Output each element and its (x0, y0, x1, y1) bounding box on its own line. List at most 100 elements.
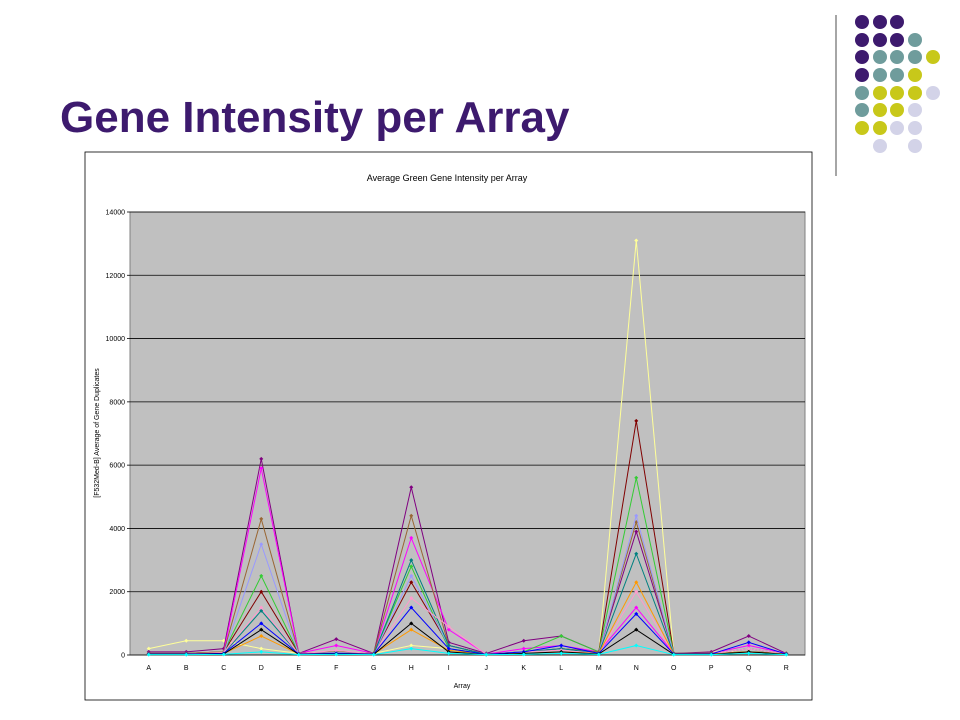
x-tick-label: E (296, 665, 301, 672)
point-marker (634, 238, 639, 243)
chart-title: Average Green Gene Intensity per Array (367, 173, 528, 183)
point-marker (521, 652, 526, 657)
point-marker (746, 646, 751, 651)
point-marker (409, 627, 414, 632)
point-marker (146, 652, 151, 657)
point-marker (634, 643, 639, 648)
point-marker (334, 652, 339, 657)
x-tick-label: A (146, 665, 151, 672)
point-marker (371, 652, 376, 657)
point-marker (259, 542, 264, 547)
point-marker (259, 466, 264, 471)
point-marker (409, 621, 414, 626)
point-marker (634, 605, 639, 610)
point-marker (259, 605, 264, 610)
point-marker (409, 646, 414, 651)
x-tick-label: K (521, 665, 526, 672)
x-tick-label: I (448, 665, 450, 672)
point-marker (746, 643, 751, 648)
point-marker (259, 649, 264, 654)
point-marker (446, 651, 451, 656)
plot: 0 2000 4000 6000 8000 10000 12000 14000 A B C D E F G H… (106, 210, 805, 672)
point-marker (259, 608, 264, 613)
point-marker (334, 637, 339, 642)
point-marker (634, 611, 639, 616)
point-marker (746, 651, 751, 656)
x-tick-label: N (634, 665, 639, 672)
point-marker (334, 648, 339, 653)
point-marker (184, 638, 189, 643)
x-tick-label: G (371, 665, 376, 672)
point-marker (446, 643, 451, 648)
x-tick-label: B (184, 665, 189, 672)
point-marker (409, 573, 414, 578)
point-marker (409, 513, 414, 518)
point-marker (409, 643, 414, 648)
point-marker (634, 513, 639, 518)
point-marker (409, 580, 414, 585)
point-marker (709, 652, 714, 657)
y-tick-label: 14000 (106, 210, 126, 217)
point-marker (409, 596, 414, 601)
point-marker (634, 529, 639, 534)
point-marker (259, 589, 264, 594)
point-marker (409, 564, 414, 569)
point-marker (259, 646, 264, 651)
x-tick-label: P (709, 665, 714, 672)
y-tick-label: 12000 (106, 273, 126, 280)
y-axis-label: [F532Med-B] Average of Gene Duplicates (94, 368, 101, 498)
point-marker (409, 535, 414, 540)
point-marker (559, 651, 564, 656)
point-marker (259, 621, 264, 626)
y-tick-label: 2000 (109, 589, 125, 596)
point-marker (634, 580, 639, 585)
point-marker (746, 634, 751, 639)
series-line (148, 644, 787, 656)
x-tick-label: Q (746, 665, 752, 672)
x-tick-label: J (485, 665, 489, 672)
point-marker (409, 605, 414, 610)
point-marker (634, 589, 639, 594)
y-tick-label: 8000 (109, 399, 125, 406)
point-marker (634, 551, 639, 556)
slide-title: Gene Intensity per Array (60, 93, 570, 142)
point-marker (596, 652, 601, 657)
point-marker (746, 640, 751, 645)
x-tick-label: F (334, 665, 338, 672)
point-marker (634, 418, 639, 423)
y-tick-label: 6000 (109, 463, 125, 470)
point-marker (409, 485, 414, 490)
point-marker (671, 652, 676, 657)
point-marker (559, 643, 564, 648)
point-marker (334, 643, 339, 648)
y-tick-label: 10000 (106, 336, 126, 343)
point-marker (221, 652, 226, 657)
x-tick-label: O (671, 665, 677, 672)
x-tick-label: L (559, 665, 563, 672)
point-marker (446, 646, 451, 651)
point-marker (259, 456, 264, 461)
point-marker (446, 624, 451, 629)
point-marker (409, 558, 414, 563)
point-marker (521, 638, 526, 643)
point-marker (146, 646, 151, 651)
x-tick-label: D (259, 665, 264, 672)
y-tick-label: 0 (121, 653, 125, 660)
point-marker (634, 475, 639, 480)
point-marker (446, 627, 451, 632)
x-axis-label: Array (454, 683, 471, 690)
x-tick-label: H (409, 665, 414, 672)
x-tick-label: C (221, 665, 226, 672)
point-marker (259, 573, 264, 578)
x-tick-label: R (784, 665, 789, 672)
plot-area (129, 211, 806, 656)
point-marker (784, 652, 789, 657)
y-tick-label: 4000 (109, 526, 125, 533)
point-marker (259, 634, 264, 639)
point-marker (484, 652, 489, 657)
point-marker (634, 627, 639, 632)
point-marker (259, 516, 264, 521)
x-tick-label: M (596, 665, 602, 672)
